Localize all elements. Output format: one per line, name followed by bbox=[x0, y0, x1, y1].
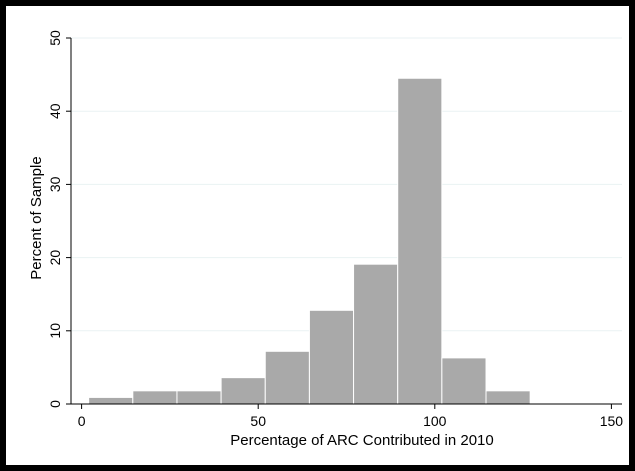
x-tick-label: 150 bbox=[600, 413, 624, 429]
y-tick-label: 30 bbox=[47, 176, 63, 192]
y-tick-label: 10 bbox=[47, 323, 63, 339]
histogram-bars bbox=[88, 77, 531, 405]
histogram-bar bbox=[132, 390, 178, 405]
histogram-bar bbox=[441, 357, 487, 405]
histogram-bar bbox=[220, 377, 266, 405]
y-tick-label: 40 bbox=[47, 103, 63, 119]
histogram-bar bbox=[308, 309, 355, 405]
histogram-bar bbox=[397, 77, 443, 405]
histogram-bar bbox=[264, 350, 310, 405]
y-tick-label: 0 bbox=[47, 400, 63, 408]
y-tick-label: 20 bbox=[47, 250, 63, 266]
tick-labels: 0 50 100 150 0 10 20 30 40 50 bbox=[47, 30, 623, 429]
histogram-bar bbox=[88, 396, 134, 405]
y-axis-label: Percent of Sample bbox=[28, 156, 45, 279]
x-axis-label: Percentage of ARC Contributed in 2010 bbox=[230, 432, 494, 449]
histogram-bar bbox=[176, 390, 222, 405]
axes bbox=[70, 38, 622, 405]
histogram-bar bbox=[485, 390, 531, 405]
x-tick-label: 100 bbox=[423, 413, 447, 429]
x-tick-label: 0 bbox=[78, 413, 86, 429]
y-tick-label: 50 bbox=[47, 30, 63, 46]
histogram-bar bbox=[353, 263, 399, 405]
x-tick-label: 50 bbox=[250, 413, 266, 429]
